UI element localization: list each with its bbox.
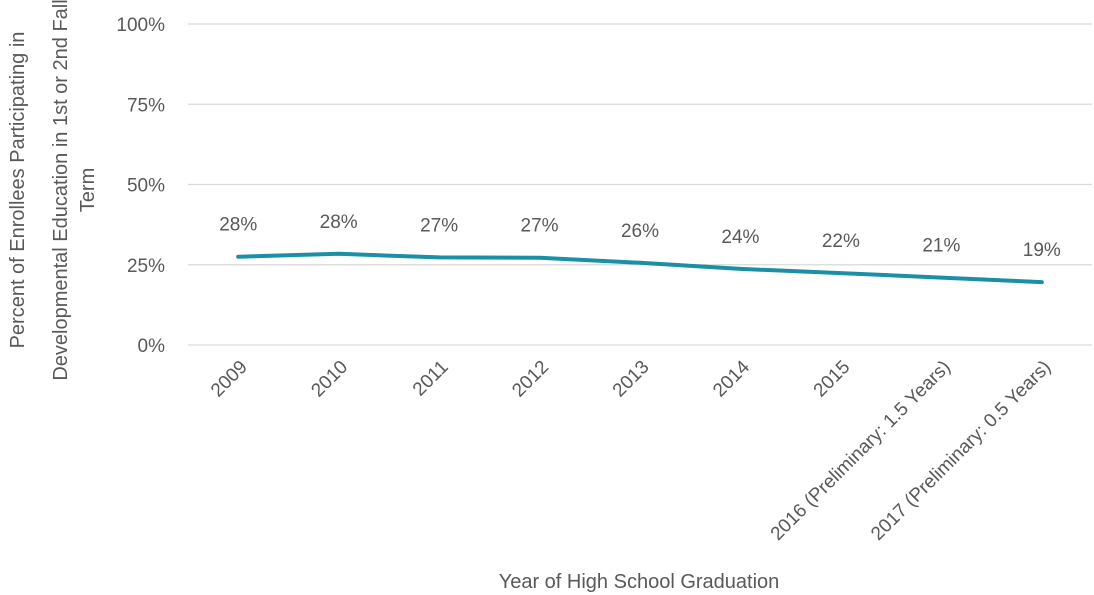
y-axis-ticks: 0% 25% 50% 75% 100% bbox=[116, 15, 165, 357]
x-tick-label: 2014 bbox=[709, 356, 754, 401]
data-labels: 28% 28% 27% 27% 26% 24% 22% 21% 19% bbox=[219, 212, 1061, 261]
x-tick-label: 2015 bbox=[810, 357, 855, 402]
data-label: 26% bbox=[621, 221, 659, 242]
data-label: 24% bbox=[721, 227, 759, 248]
data-label: 28% bbox=[219, 215, 257, 236]
y-axis-title-line-3: Term bbox=[77, 168, 99, 212]
gridlines bbox=[188, 23, 1092, 346]
x-tick-label: 2016 (Preliminary: 1.5 Years) bbox=[767, 357, 955, 545]
x-tick-label: 2011 bbox=[409, 357, 453, 401]
x-axis-title: Year of High School Graduation bbox=[499, 571, 780, 593]
y-tick-label: 25% bbox=[127, 256, 165, 277]
series-line bbox=[236, 251, 1044, 285]
x-tick-label: 2012 bbox=[508, 357, 553, 402]
y-tick-label: 50% bbox=[127, 176, 165, 197]
data-label: 28% bbox=[320, 212, 358, 233]
x-tick-label: 2017 (Preliminary: 0.5 Years) bbox=[867, 357, 1055, 545]
x-tick-label: 2009 bbox=[207, 357, 252, 402]
y-axis-title-line-2: Developmental Education in 1st or 2nd Fa… bbox=[50, 0, 72, 381]
x-tick-label: 2010 bbox=[307, 357, 352, 402]
data-label: 21% bbox=[922, 236, 960, 257]
data-label: 19% bbox=[1023, 240, 1061, 261]
x-tick-label: 2013 bbox=[609, 357, 654, 402]
y-tick-label: 75% bbox=[127, 95, 165, 116]
y-tick-label: 0% bbox=[138, 336, 166, 357]
data-label: 27% bbox=[420, 215, 458, 236]
y-axis-title: Percent of Enrollees Participating in De… bbox=[7, 0, 99, 381]
data-label: 22% bbox=[822, 231, 860, 252]
y-tick-label: 100% bbox=[116, 15, 165, 36]
data-label: 27% bbox=[521, 216, 559, 237]
y-axis-title-line-1: Percent of Enrollees Participating in bbox=[7, 32, 29, 349]
